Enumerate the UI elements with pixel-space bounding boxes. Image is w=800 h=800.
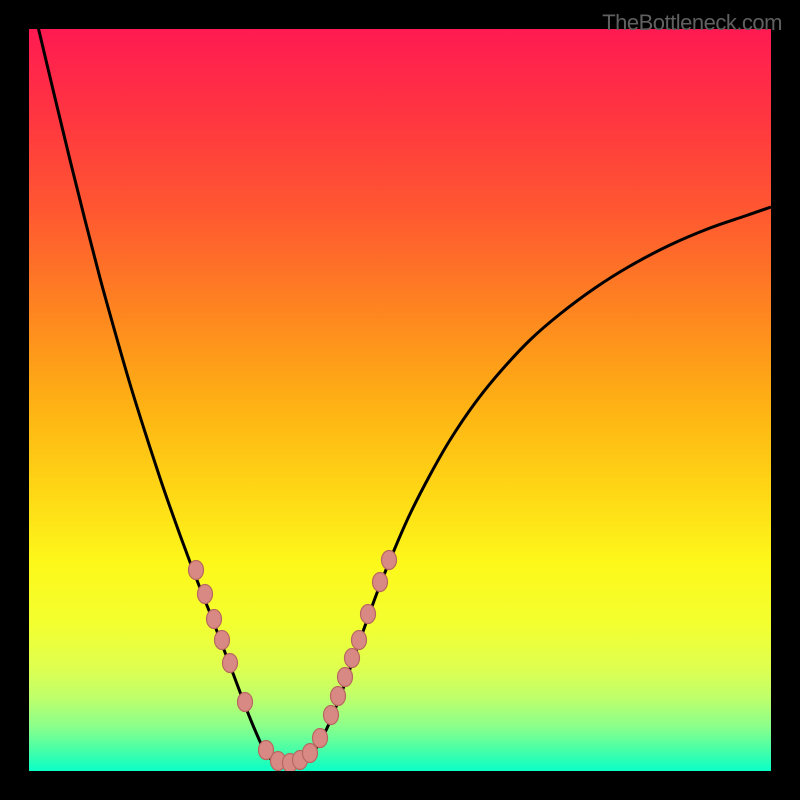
marker-layer: [29, 29, 771, 771]
data-marker: [352, 631, 367, 650]
data-marker: [238, 693, 253, 712]
data-marker: [215, 631, 230, 650]
data-marker: [345, 649, 360, 668]
data-marker: [198, 585, 213, 604]
data-marker: [303, 744, 318, 763]
data-marker: [361, 605, 376, 624]
data-marker: [373, 573, 388, 592]
data-marker: [324, 706, 339, 725]
data-marker: [313, 729, 328, 748]
data-marker: [331, 687, 346, 706]
watermark-text: TheBottleneck.com: [602, 10, 782, 36]
data-marker: [207, 610, 222, 629]
data-marker: [338, 668, 353, 687]
chart-area: [29, 29, 771, 771]
data-marker: [189, 561, 204, 580]
data-marker: [382, 551, 397, 570]
data-marker: [223, 654, 238, 673]
